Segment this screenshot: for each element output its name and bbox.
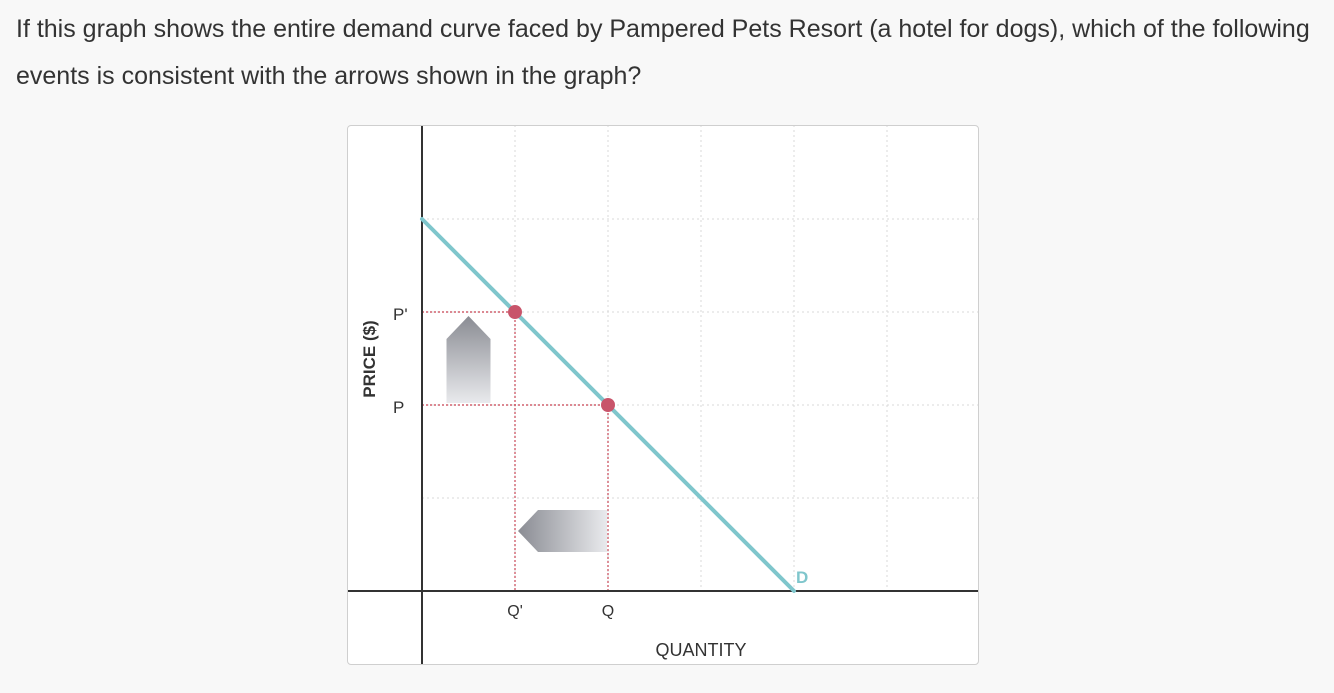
quantity-tick-new: Q' xyxy=(507,603,523,620)
y-axis-title: PRICE ($) xyxy=(360,320,379,397)
x-axis-title: QUANTITY xyxy=(655,640,746,660)
quantity-tick-original: Q xyxy=(602,603,614,620)
question-text: If this graph shows the entire demand cu… xyxy=(16,15,1310,90)
chart-panel: D P' Q' P Q QUANTITY PRICE ($) xyxy=(347,125,979,665)
demand-chart: D P' Q' P Q QUANTITY PRICE ($) xyxy=(348,126,978,664)
price-increase-arrow xyxy=(446,316,491,403)
demand-curve-label: D xyxy=(796,568,808,587)
point-original xyxy=(601,398,615,412)
price-tick-original: P xyxy=(393,398,404,417)
point-new xyxy=(508,305,522,319)
quantity-decrease-arrow xyxy=(518,510,607,552)
price-tick-new: P' xyxy=(393,305,408,324)
